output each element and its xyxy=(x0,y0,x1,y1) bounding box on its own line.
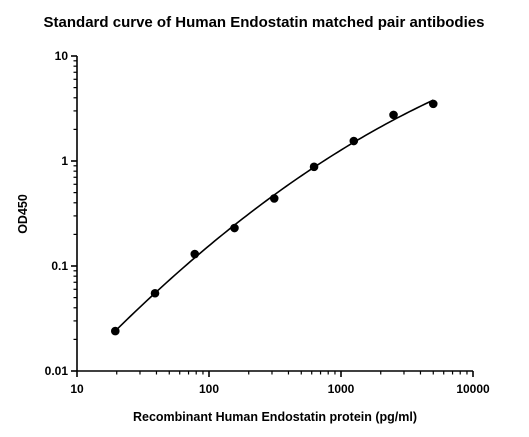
x-tick-label: 1000 xyxy=(328,382,355,396)
data-point xyxy=(190,249,200,259)
data-point xyxy=(150,288,160,298)
axes xyxy=(76,56,473,372)
x-axis-label: Recombinant Human Endostatin protein (pg… xyxy=(133,410,417,424)
y-tick-label: 10 xyxy=(55,49,69,63)
y-ticks: 0.01 0.1 1 10 xyxy=(45,49,77,378)
x-tick-label: 10000 xyxy=(456,382,490,396)
data-point xyxy=(269,194,279,203)
data-point xyxy=(110,326,120,336)
data-point xyxy=(428,99,438,109)
y-tick-label: 1 xyxy=(61,154,68,168)
x-tick-label: 100 xyxy=(199,382,219,396)
x-tick-label: 10 xyxy=(70,382,84,396)
data-point xyxy=(389,110,398,120)
data-point xyxy=(349,136,359,146)
data-point xyxy=(309,162,319,172)
y-tick-label: 0.1 xyxy=(51,259,68,273)
chart-title: Standard curve of Human Endostatin match… xyxy=(44,14,485,31)
y-tick-label: 0.01 xyxy=(45,364,69,378)
data-points xyxy=(110,99,438,336)
fit-curve xyxy=(114,99,434,332)
x-ticks: 10 100 1000 10000 xyxy=(70,371,490,396)
y-axis-label: OD450 xyxy=(16,194,30,234)
data-point xyxy=(230,223,239,233)
